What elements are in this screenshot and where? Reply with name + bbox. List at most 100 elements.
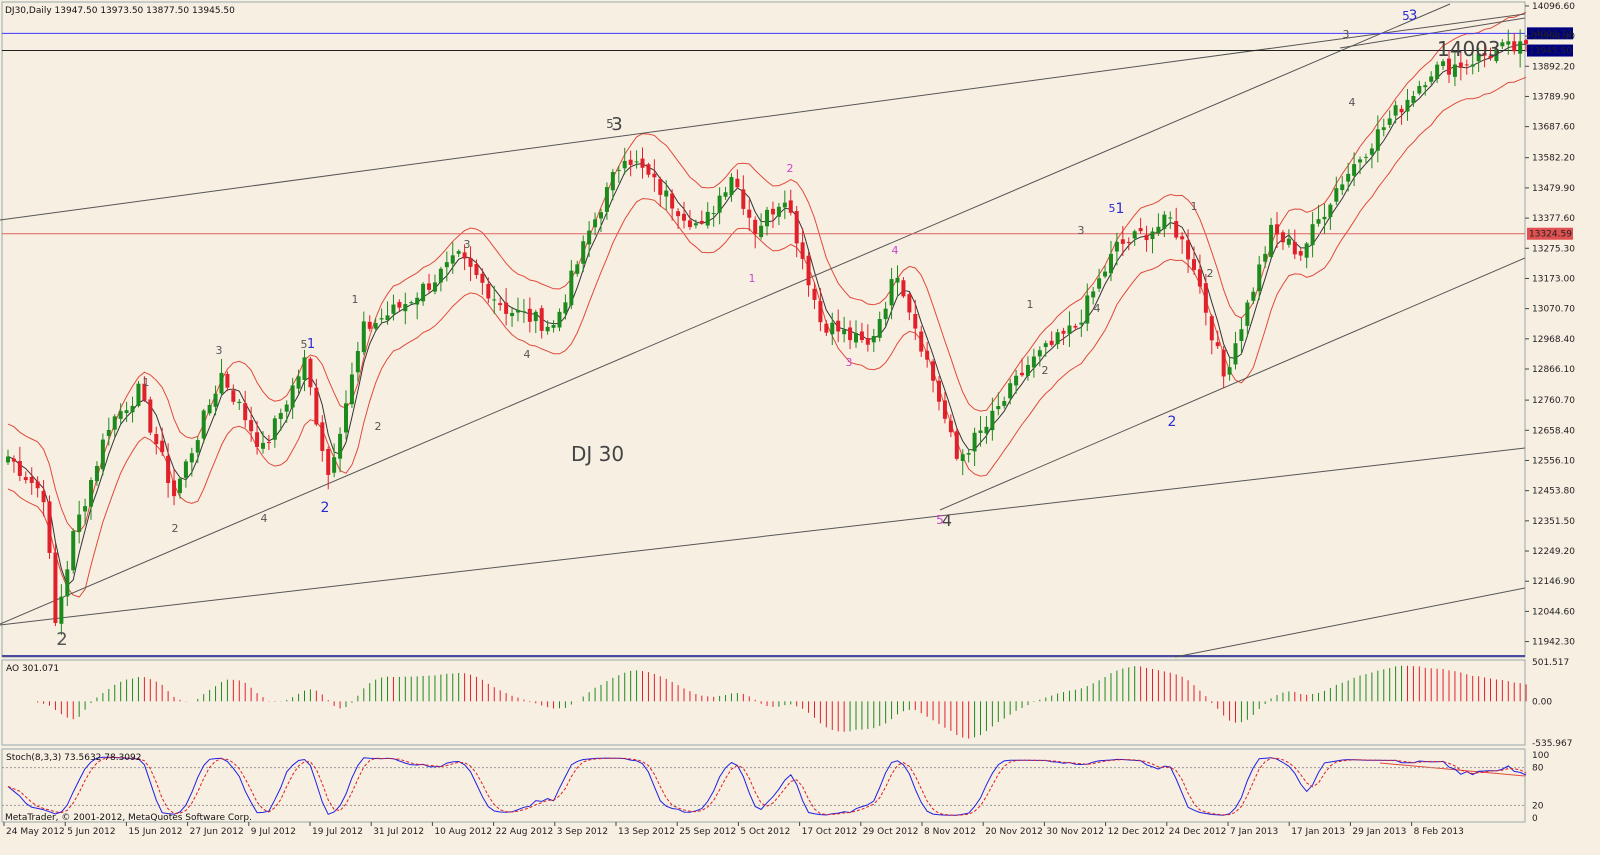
candle-body bbox=[1103, 271, 1108, 277]
candle-body bbox=[1120, 239, 1125, 244]
candle-body bbox=[729, 177, 734, 196]
candle-body bbox=[616, 169, 621, 171]
wave-label: 5 bbox=[936, 513, 944, 527]
date-tick-label: 30 Nov 2012 bbox=[1046, 827, 1104, 837]
candle-body bbox=[1168, 217, 1173, 219]
candle-body bbox=[931, 361, 936, 381]
date-tick-label: 13 Sep 2012 bbox=[618, 827, 675, 837]
candle-body bbox=[753, 219, 758, 234]
candle-body bbox=[1393, 105, 1398, 116]
candle-body bbox=[320, 422, 325, 451]
candle-body bbox=[71, 531, 76, 571]
candle-body bbox=[1518, 41, 1523, 54]
date-tick-label: 27 Jun 2012 bbox=[190, 827, 244, 837]
candle-body bbox=[47, 501, 52, 553]
candle-body bbox=[355, 350, 360, 373]
candle-body bbox=[521, 311, 526, 313]
candle-body bbox=[1257, 264, 1262, 292]
candle-body bbox=[640, 158, 645, 168]
candle-body bbox=[409, 302, 414, 304]
candle-body bbox=[379, 318, 384, 320]
candle-body bbox=[527, 308, 532, 322]
candle-body bbox=[1423, 85, 1428, 88]
price-tick-label: 12760.70 bbox=[1532, 396, 1575, 406]
candle-body bbox=[853, 332, 858, 343]
candle-body bbox=[1524, 40, 1529, 44]
candle-body bbox=[1020, 372, 1025, 376]
candle-body bbox=[474, 263, 479, 276]
candle-body bbox=[907, 294, 912, 313]
candle-body bbox=[563, 302, 568, 314]
wave-label: 2 bbox=[321, 500, 330, 516]
candle-body bbox=[177, 478, 182, 494]
candle-body bbox=[1014, 375, 1019, 386]
candle-body bbox=[53, 552, 58, 623]
candle-body bbox=[676, 211, 681, 217]
candle-body bbox=[871, 335, 876, 343]
candle-body bbox=[480, 273, 485, 283]
candle-body bbox=[747, 209, 752, 218]
wave-label: 4 bbox=[261, 512, 268, 525]
date-tick-label: 20 Nov 2012 bbox=[985, 827, 1043, 837]
symbol-header: DJ30,Daily 13947.50 13973.50 13877.50 13… bbox=[5, 6, 235, 16]
candle-body bbox=[462, 252, 467, 259]
candle-body bbox=[705, 211, 710, 226]
wave-label: 1 bbox=[1027, 298, 1034, 311]
ao-header: AO 301.071 bbox=[6, 664, 59, 674]
date-tick-label: 3 Sep 2012 bbox=[557, 827, 608, 837]
candle-body bbox=[533, 311, 538, 322]
candle-body bbox=[765, 209, 770, 227]
candle-body bbox=[960, 454, 965, 461]
candle-body bbox=[272, 418, 277, 440]
candle-body bbox=[255, 432, 260, 447]
candle-body bbox=[711, 213, 716, 215]
candle-body bbox=[1251, 291, 1256, 301]
candle-body bbox=[373, 323, 378, 329]
candle-body bbox=[349, 374, 354, 405]
candle-body bbox=[1375, 129, 1380, 151]
candle-body bbox=[11, 458, 16, 462]
ao-tick-label: -535.967 bbox=[1532, 739, 1572, 749]
candle-body bbox=[332, 457, 337, 473]
candle-body bbox=[498, 303, 503, 306]
envelope-upper bbox=[7, 11, 1527, 533]
wave-label: 4 bbox=[942, 511, 952, 530]
wave-label: 2 bbox=[1207, 267, 1214, 280]
candle-body bbox=[628, 159, 633, 165]
candle-body bbox=[415, 297, 420, 305]
candle-body bbox=[1174, 221, 1179, 238]
candle-body bbox=[361, 321, 366, 353]
candle-body bbox=[1025, 364, 1030, 376]
candle-body bbox=[1209, 316, 1214, 341]
candle-body bbox=[1156, 226, 1161, 234]
main-pane bbox=[1, 1, 1526, 658]
candle-body bbox=[818, 301, 823, 323]
wave-label: 3 bbox=[216, 344, 223, 357]
candle-body bbox=[925, 350, 930, 360]
candle-body bbox=[515, 309, 520, 313]
date-tick-label: 10 Aug 2012 bbox=[434, 827, 492, 837]
candle-body bbox=[249, 420, 254, 432]
date-tick-label: 12 Dec 2012 bbox=[1108, 827, 1166, 837]
candle-body bbox=[1494, 49, 1499, 62]
candle-body bbox=[1079, 322, 1084, 325]
candle-body bbox=[770, 208, 775, 215]
trend-line bbox=[939, 257, 1526, 511]
price-tick-label: 12044.60 bbox=[1532, 607, 1575, 617]
candle-body bbox=[118, 411, 123, 419]
candle-body bbox=[397, 302, 402, 308]
stoch-pane bbox=[1, 748, 1526, 823]
candle-body bbox=[444, 262, 449, 268]
wave-label: 2 bbox=[1168, 414, 1177, 430]
candle-body bbox=[1441, 61, 1446, 67]
price-tick-label: 12249.20 bbox=[1532, 547, 1575, 557]
candle-body bbox=[367, 321, 372, 329]
candle-body bbox=[1008, 383, 1013, 399]
candle-body bbox=[296, 376, 301, 389]
wave-label: 5 bbox=[1402, 9, 1410, 23]
candle-body bbox=[1435, 64, 1440, 79]
date-tick-label: 15 Jun 2012 bbox=[128, 827, 182, 837]
date-tick-label: 19 Jul 2012 bbox=[312, 827, 363, 837]
